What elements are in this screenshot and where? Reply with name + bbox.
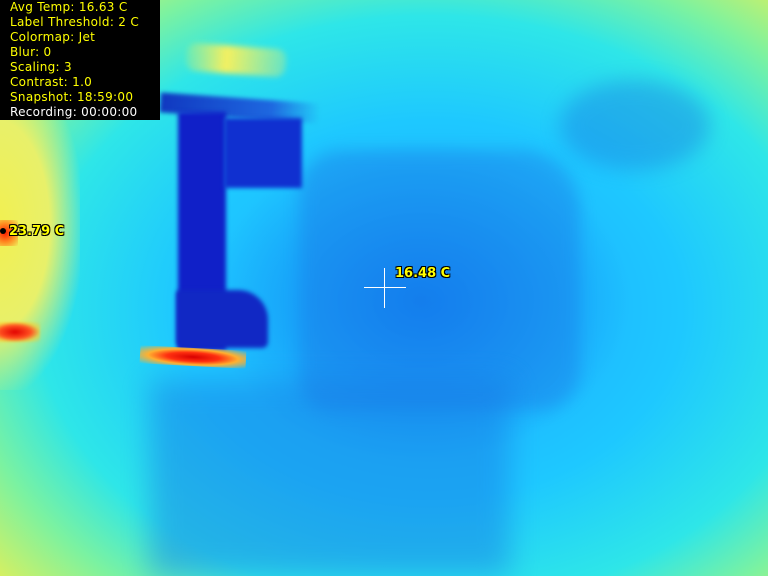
label-threshold-text: Label Threshold: 2 C (10, 15, 140, 29)
cool-region-center (300, 150, 580, 410)
hot-region-left (0, 322, 40, 342)
max-temp-readout: 23.79 C (9, 224, 65, 239)
contrast-text: Contrast: 1.0 (10, 75, 93, 89)
snapshot-text: Snapshot: 18:59:00 (10, 90, 134, 104)
colormap-text: Colormap: Jet (10, 30, 96, 44)
cold-region-bottom (176, 290, 268, 348)
center-temp-readout: 16.48 C (395, 266, 451, 281)
info-overlay-panel: Avg Temp: 16.63 C Label Threshold: 2 C C… (0, 0, 160, 120)
hot-region-strip (139, 345, 247, 369)
cool-region-lower (150, 380, 510, 576)
cold-region-block (224, 118, 302, 188)
scaling-text: Scaling: 3 (10, 60, 72, 74)
hot-region-spot (0, 220, 18, 246)
warm-region-top (185, 42, 287, 78)
avg-temp-text: Avg Temp: 16.63 C (10, 0, 128, 14)
crosshair-icon (364, 268, 406, 308)
recording-text: Recording: 00:00:00 (10, 105, 138, 119)
blur-text: Blur: 0 (10, 45, 52, 59)
max-temp-marker (0, 228, 6, 234)
cool-region-top-right (560, 80, 710, 170)
